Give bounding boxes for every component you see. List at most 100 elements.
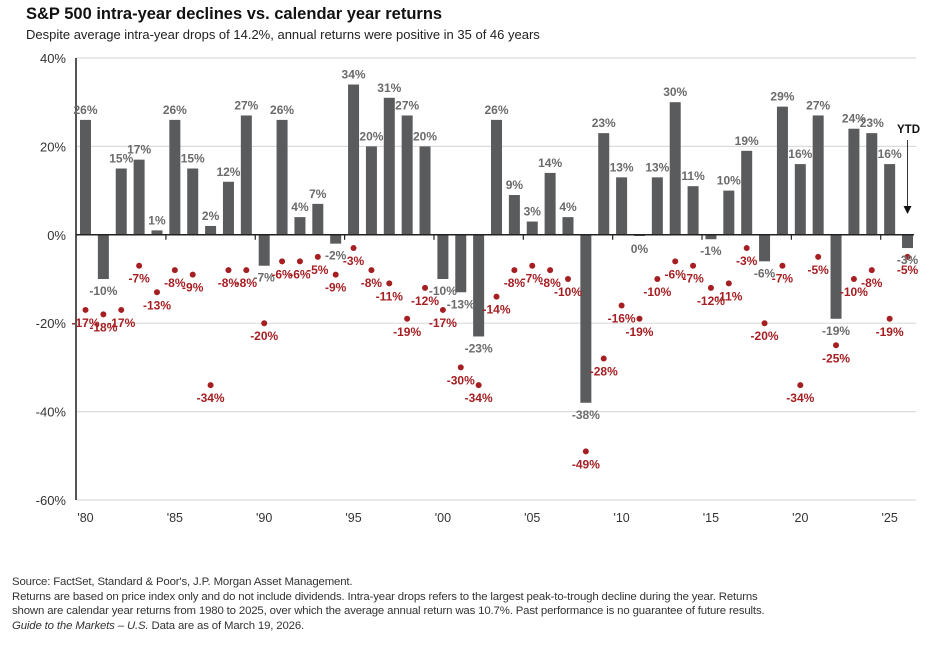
decline-dot (779, 262, 786, 269)
x-tick-label: '05 (524, 511, 540, 525)
x-tick-label: '10 (613, 511, 629, 525)
return-label: 19% (735, 134, 759, 148)
decline-label: -19% (625, 325, 653, 339)
decline-dot (529, 262, 536, 269)
decline-label: -8% (861, 276, 883, 290)
decline-label: -34% (465, 391, 493, 405)
return-bar (687, 186, 699, 235)
decline-dot (439, 306, 446, 313)
return-label: 17% (127, 143, 151, 157)
return-label: 24% (842, 112, 866, 126)
y-tick-label: 40% (40, 51, 66, 66)
return-label: 14% (538, 156, 562, 170)
x-axis-ticks: '80 '85 '90 '95 '00 '05 '10 '15 '20 '25 (77, 234, 898, 525)
return-bar (312, 203, 324, 235)
return-bar (455, 234, 467, 293)
annotations: YTD (897, 124, 920, 214)
return-bar (383, 97, 395, 235)
return-bar (562, 217, 574, 235)
decline-label: -17% (107, 316, 135, 330)
return-label: -7% (254, 271, 276, 285)
return-bar (169, 119, 181, 235)
decline-label: -12% (411, 294, 439, 308)
decline-dot (386, 280, 393, 287)
return-label: 29% (770, 90, 794, 104)
decline-dot (82, 306, 89, 313)
y-axis-ticks: 40% 20% 0% -20% -40% -60% (36, 51, 67, 508)
decline-dot (618, 302, 625, 309)
return-label: 13% (610, 160, 634, 174)
return-label: -19% (822, 324, 850, 338)
decline-dot (833, 342, 840, 349)
return-bars (80, 84, 914, 403)
decline-dot (564, 276, 571, 282)
return-bar (759, 234, 771, 262)
decline-label: -17% (429, 316, 457, 330)
data-date-note: Guide to the Markets – U.S. Data are as … (12, 619, 937, 634)
decline-dot (707, 284, 714, 291)
decline-label: -5% (807, 263, 829, 277)
return-label: 12% (216, 165, 240, 179)
return-bar (723, 190, 735, 235)
decline-dot (904, 253, 911, 260)
decline-label: -20% (250, 329, 278, 343)
decline-label: -7% (522, 272, 544, 286)
decline-dot (296, 258, 303, 265)
decline-label: -34% (197, 391, 225, 405)
return-bar (651, 177, 663, 235)
decline-dot (243, 267, 250, 274)
return-label: 20% (413, 129, 437, 143)
decline-dot (672, 258, 679, 265)
return-label: 31% (377, 81, 401, 95)
guide-title: Guide to the Markets – U.S. (12, 619, 149, 632)
return-bar (473, 234, 485, 337)
return-label: 13% (645, 160, 669, 174)
return-label: 15% (181, 152, 205, 166)
return-label: -13% (447, 297, 475, 311)
return-label: 2% (202, 209, 220, 223)
decline-dot (797, 382, 804, 389)
decline-dot (314, 253, 321, 260)
decline-dot (815, 253, 822, 260)
return-bar (812, 115, 824, 235)
return-bar (902, 234, 914, 249)
footnote: Source: FactSet, Standard & Poor's, J.P.… (12, 575, 937, 633)
decline-label: -9% (182, 281, 204, 295)
return-label: 26% (73, 103, 97, 117)
return-label: -38% (572, 408, 600, 422)
decline-label: -7% (772, 272, 794, 286)
x-tick-label: '20 (792, 511, 808, 525)
axes (75, 58, 914, 500)
y-tick-label: -60% (36, 493, 67, 508)
return-label: 9% (506, 178, 524, 192)
x-tick-label: '90 (256, 511, 272, 525)
return-bar (794, 164, 806, 235)
decline-dot (743, 245, 750, 252)
decline-label: -19% (876, 325, 904, 339)
decline-dot (493, 293, 500, 300)
decline-dot (690, 262, 697, 269)
return-label: -6% (754, 266, 776, 280)
return-label: 7% (309, 187, 327, 201)
decline-label: -11% (715, 289, 743, 303)
return-label: 4% (291, 200, 309, 214)
decline-dot (600, 355, 607, 362)
decline-dot (100, 311, 107, 318)
decline-label: -9% (325, 281, 347, 295)
ytd-arrow-head-icon (903, 206, 912, 214)
decline-label: -20% (751, 329, 779, 343)
x-tick-label: '95 (345, 511, 361, 525)
return-label: 34% (342, 68, 366, 82)
decline-label: -8% (164, 276, 186, 290)
decline-label: -7% (128, 272, 150, 286)
decline-dot (368, 267, 375, 274)
decline-label: -11% (376, 289, 404, 303)
decline-label: -28% (590, 365, 618, 379)
return-label: 30% (663, 85, 687, 99)
decline-label: -8% (218, 276, 240, 290)
x-tick-label: '00 (435, 511, 451, 525)
decline-dot (332, 271, 339, 278)
decline-dot (761, 320, 768, 327)
return-bar (866, 133, 878, 235)
decline-dots (82, 245, 911, 455)
